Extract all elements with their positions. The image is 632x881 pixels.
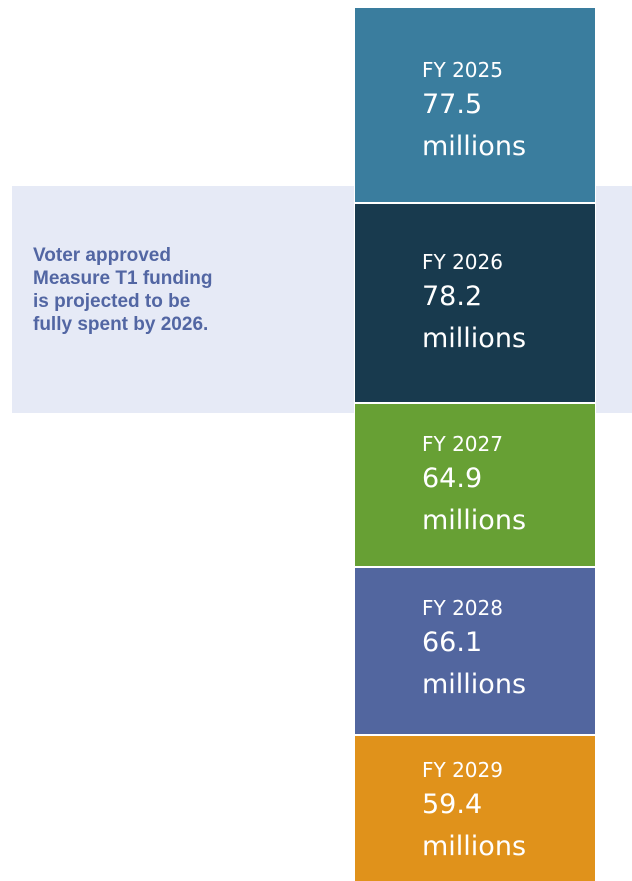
fy-label: FY 2026 [422,250,503,274]
fy-2027-block: FY 2027 64.9 millions [355,404,595,566]
fy-2029-block: FY 2029 59.4 millions [355,736,595,881]
fy-label: FY 2027 [422,432,503,456]
highlight-band-left [12,186,354,413]
fy-unit: millions [422,323,527,354]
fy-unit: millions [422,831,527,862]
fy-2026-block: FY 2026 78.2 millions [355,204,595,402]
funding-note: Voter approved Measure T1 funding is pro… [33,245,213,335]
fy-2025-block: FY 2025 77.5 millions [355,8,595,202]
fy-amount: 64.9 [422,463,483,494]
fy-unit: millions [422,505,527,536]
fy-unit: millions [422,669,527,700]
fy-unit: millions [422,131,527,162]
fy-label: FY 2025 [422,58,503,82]
fy-amount: 59.4 [422,789,483,820]
fy-amount: 77.5 [422,89,483,120]
fy-label: FY 2028 [422,596,503,620]
fy-amount: 78.2 [422,281,483,312]
fy-2028-block: FY 2028 66.1 millions [355,568,595,734]
highlight-band-right [596,186,632,413]
fy-amount: 66.1 [422,627,483,658]
fy-label: FY 2029 [422,758,503,782]
